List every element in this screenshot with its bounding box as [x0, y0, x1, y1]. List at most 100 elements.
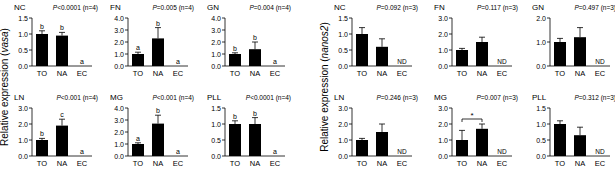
error-bar — [577, 127, 583, 135]
error-bar — [39, 138, 45, 140]
panel-title: FN — [110, 3, 121, 12]
y-tick-label: 1.0 — [438, 47, 448, 54]
data-label: ND — [497, 58, 507, 65]
panel-title: MG — [434, 93, 447, 102]
x-tick-label: TO — [133, 159, 143, 168]
y-tick-label: 1.0 — [18, 137, 28, 144]
p-value: P=0.092 (n=3) — [376, 4, 418, 12]
y-tick — [222, 66, 225, 67]
y-axis — [452, 18, 453, 66]
error-bar — [155, 115, 161, 123]
y-tick — [349, 34, 352, 35]
y-tick — [547, 140, 550, 141]
bar — [172, 66, 184, 67]
y-tick — [222, 140, 225, 141]
x-tick-label: NA — [575, 159, 585, 168]
y-tick-label: 1.0 — [114, 51, 124, 58]
y-tick — [29, 34, 32, 35]
y-tick-label: 1.5 — [338, 15, 348, 22]
significance-letter: a — [80, 148, 84, 155]
error-bar — [379, 124, 385, 132]
x-tick-label: NA — [57, 69, 67, 78]
y-tick-label: 0.0 — [114, 63, 124, 70]
marks — [356, 124, 388, 156]
p-value: P=0.007 (n=3) — [476, 94, 518, 102]
error-bar — [252, 42, 258, 49]
y-tick-label: 0.0 — [338, 63, 348, 70]
y-tick — [449, 66, 452, 67]
p-value: P<0.001 (n=4) — [56, 94, 98, 102]
y-tick — [125, 66, 128, 67]
error-bar — [252, 118, 258, 124]
data-label: ND — [497, 148, 507, 155]
significance-letter: a — [176, 58, 180, 65]
y-tick-label: 0.0 — [114, 153, 124, 160]
y-tick — [29, 50, 32, 51]
y-tick-label: 0.0 — [438, 153, 448, 160]
marks — [554, 121, 586, 156]
bar — [36, 140, 48, 156]
x-tick-label: EC — [270, 159, 281, 168]
significance-letter: b — [253, 110, 257, 117]
panel-title: PLL — [207, 93, 222, 102]
marks — [132, 115, 164, 156]
y-tick — [222, 42, 225, 43]
y-tick — [125, 120, 128, 121]
p-value: P=0.497 (n=3) — [574, 4, 615, 12]
x-tick-label: NA — [250, 159, 260, 168]
significance-letter: b — [253, 34, 257, 41]
significance-letter: b — [156, 20, 160, 27]
panel-title: NC — [334, 3, 346, 12]
significance-letter: b — [233, 45, 237, 52]
y-axis — [225, 108, 226, 156]
error-bar — [557, 121, 563, 124]
marks — [554, 28, 586, 66]
y-tick-label: 1.0 — [211, 121, 221, 128]
annotation: * — [470, 111, 473, 120]
x-tick-label: TO — [457, 69, 467, 78]
y-tick-label: 3.0 — [338, 105, 348, 112]
y-tick — [547, 18, 550, 19]
y-axis — [352, 108, 353, 156]
x-tick-label: NA — [377, 69, 387, 78]
bar — [56, 36, 68, 66]
panel-title: PLL — [532, 93, 547, 102]
y-tick — [125, 30, 128, 31]
x-tick-label: TO — [357, 159, 367, 168]
bar — [249, 124, 261, 156]
y-tick — [222, 30, 225, 31]
panel-title: LN — [334, 93, 344, 102]
error-bar — [479, 37, 485, 42]
y-tick — [547, 66, 550, 67]
p-value: P<0.001 (n=4) — [152, 94, 194, 102]
y-tick-label: 3.0 — [438, 105, 448, 112]
y-tick — [222, 54, 225, 55]
bar — [574, 37, 586, 66]
y-axis — [452, 108, 453, 156]
significance-letter: a — [273, 148, 277, 155]
bar — [36, 34, 48, 66]
y-axis-label: Relative expression (nanos2) — [319, 22, 330, 152]
bar — [56, 126, 68, 156]
bar — [152, 38, 164, 66]
panel: PLLP<0.0001 (n=4)0.00.51.01.5TObNAbECa — [207, 93, 291, 168]
y-tick — [449, 50, 452, 51]
error-bar — [232, 121, 238, 124]
p-value: P=0.004 (n=4) — [249, 4, 291, 12]
y-tick-label: 3.0 — [211, 27, 221, 34]
bar — [456, 50, 468, 66]
y-tick-label: 2.0 — [114, 39, 124, 46]
y-tick — [349, 124, 352, 125]
y-tick-label: 0.5 — [338, 47, 348, 54]
y-tick-label: 1.0 — [338, 137, 348, 144]
y-tick-label: 2.0 — [18, 121, 28, 128]
significance-letter: a — [136, 135, 140, 142]
y-tick-label: 0.0 — [536, 63, 546, 70]
x-tick-label: EC — [173, 159, 184, 168]
y-tick-label: 3.0 — [18, 105, 28, 112]
x-tick-label: EC — [595, 69, 606, 78]
x-tick-label: EC — [595, 159, 606, 168]
y-tick-label: 1.0 — [338, 31, 348, 38]
data-label: ND — [595, 58, 605, 65]
y-tick-label: 0.0 — [536, 153, 546, 160]
